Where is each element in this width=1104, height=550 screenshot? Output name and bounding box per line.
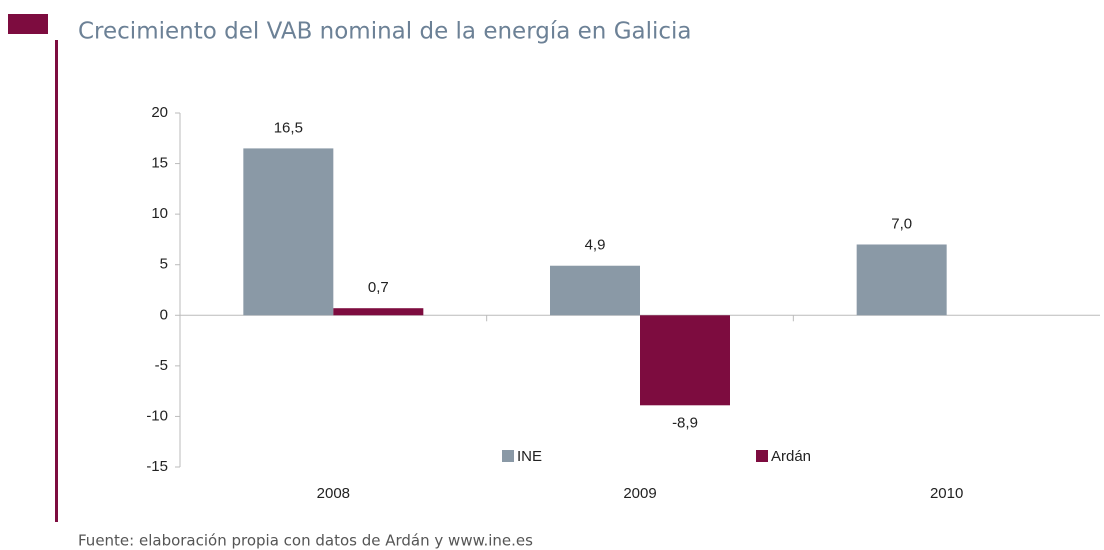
- data-label: 7,0: [891, 215, 912, 232]
- y-tick-label: 5: [160, 256, 168, 273]
- y-tick-label: -5: [155, 357, 168, 374]
- x-tick-label: 2009: [623, 485, 656, 502]
- title-marker: [8, 14, 48, 34]
- chart-title: Crecimiento del VAB nominal de la energí…: [78, 19, 692, 45]
- y-tick-label: 10: [151, 205, 168, 222]
- legend-swatch: [502, 450, 514, 462]
- legend-swatch: [756, 450, 768, 462]
- legend-label: INE: [517, 448, 542, 465]
- y-tick-label: -10: [146, 407, 168, 424]
- data-label: 16,5: [274, 119, 303, 136]
- x-tick-label: 2008: [317, 485, 350, 502]
- bar: [243, 148, 334, 316]
- y-tick-label: -15: [146, 458, 168, 475]
- y-tick-label: 0: [160, 306, 168, 323]
- y-tick-label: 20: [151, 104, 168, 121]
- bar: [640, 315, 730, 406]
- bar: [333, 308, 424, 316]
- bar: [550, 265, 640, 316]
- bar: [856, 244, 947, 316]
- data-label: 0,7: [368, 279, 389, 296]
- x-tick-label: 2010: [930, 485, 963, 502]
- source-note: Fuente: elaboración propia con datos de …: [78, 532, 533, 550]
- side-rule: [55, 40, 58, 522]
- y-tick-label: 15: [151, 155, 168, 172]
- legend-label: Ardán: [771, 448, 811, 465]
- data-label: -8,9: [672, 414, 698, 431]
- data-label: 4,9: [585, 237, 606, 254]
